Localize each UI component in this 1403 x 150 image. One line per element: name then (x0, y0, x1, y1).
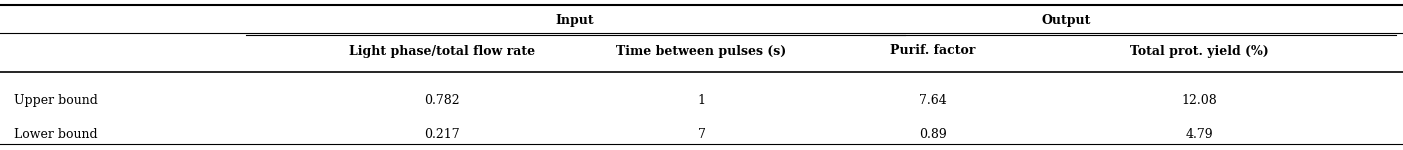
Text: Output: Output (1041, 14, 1092, 27)
Text: 1: 1 (697, 94, 706, 107)
Text: Lower bound: Lower bound (14, 129, 98, 141)
Text: Upper bound: Upper bound (14, 94, 98, 107)
Text: Purif. factor: Purif. factor (891, 45, 975, 57)
Text: 7: 7 (697, 129, 706, 141)
Text: 0.217: 0.217 (424, 129, 460, 141)
Text: 12.08: 12.08 (1181, 94, 1218, 107)
Text: Time between pulses (s): Time between pulses (s) (616, 45, 787, 57)
Text: Input: Input (556, 14, 595, 27)
Text: Total prot. yield (%): Total prot. yield (%) (1131, 45, 1268, 57)
Text: 4.79: 4.79 (1186, 129, 1214, 141)
Text: 7.64: 7.64 (919, 94, 947, 107)
Text: 0.782: 0.782 (424, 94, 460, 107)
Text: 0.89: 0.89 (919, 129, 947, 141)
Text: Light phase/total flow rate: Light phase/total flow rate (349, 45, 535, 57)
